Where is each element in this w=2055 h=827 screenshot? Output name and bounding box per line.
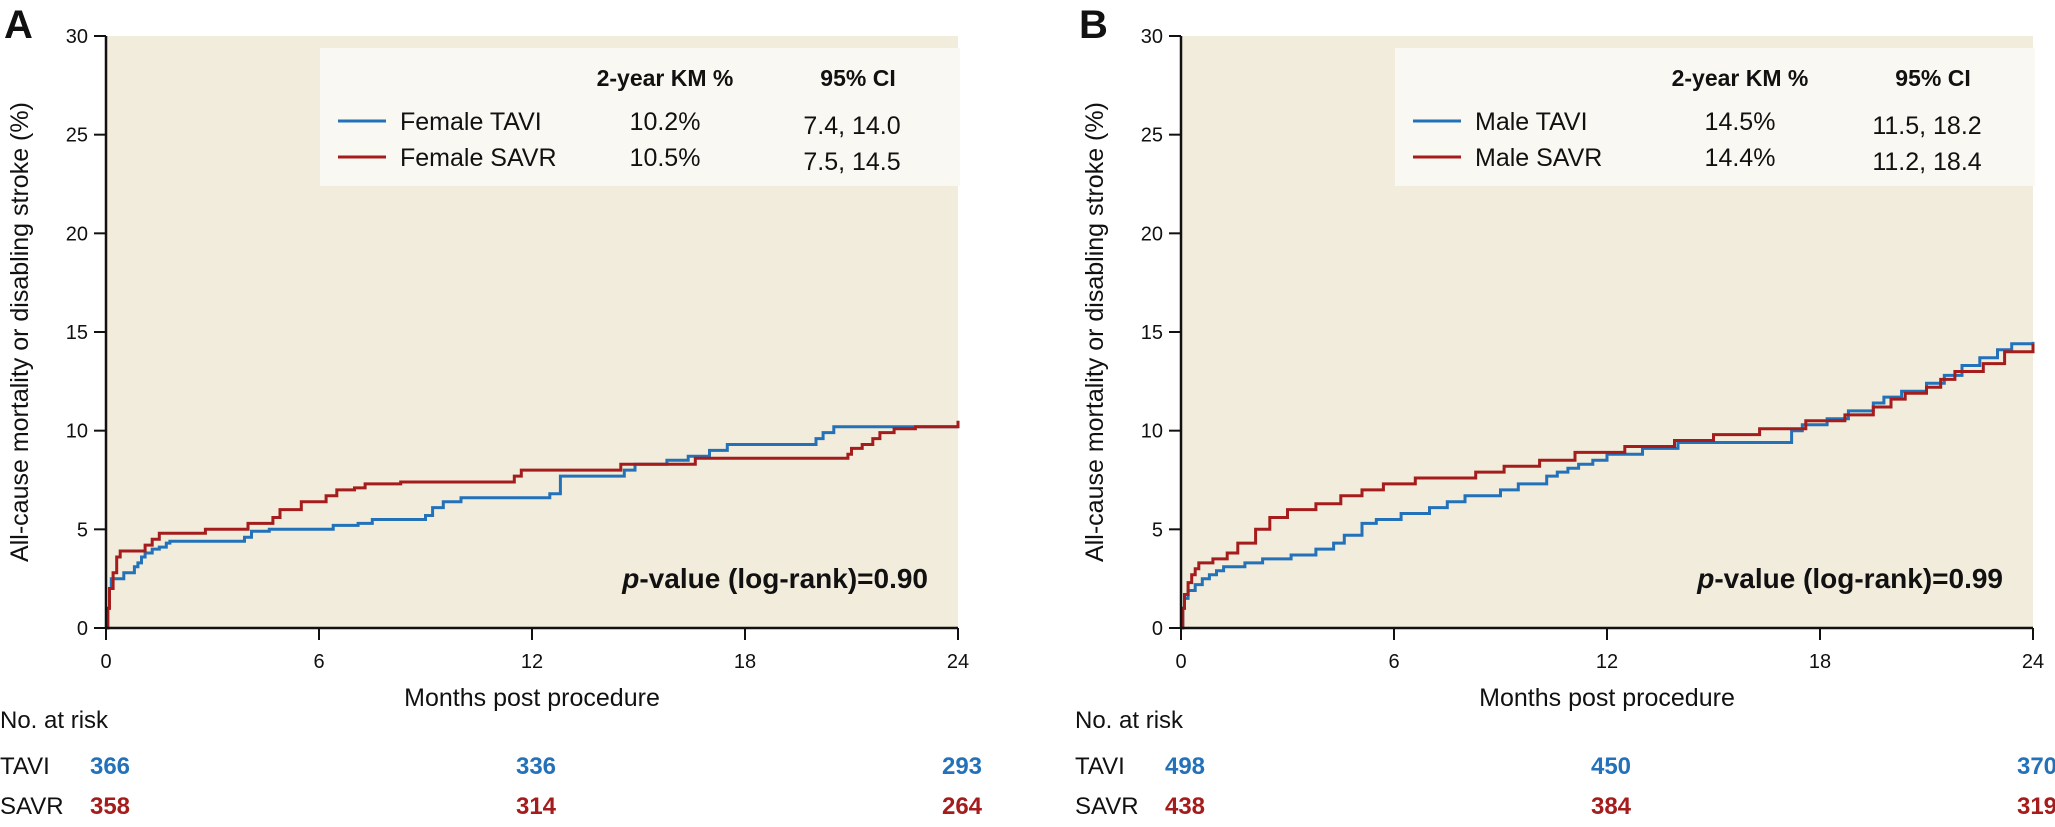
panel-a: A 2-year KM % 95% CI Female TAVI 10.2% 7.4, 1… — [0, 3, 983, 820]
y-tick-label: 25 — [66, 125, 88, 147]
risk-row-label: SAVR — [1075, 793, 1139, 820]
legend-km-value: 14.4% — [1705, 144, 1776, 172]
risk-count-savr: 314 — [516, 793, 557, 820]
legend-background — [1395, 48, 2035, 186]
y-tick-label: 5 — [1152, 519, 1163, 541]
panel-letter: A — [4, 3, 33, 47]
risk-count-tavi: 450 — [1591, 753, 1631, 780]
x-tick-label: 18 — [1809, 651, 1831, 673]
risk-count-tavi: 370 — [2017, 753, 2055, 780]
risk-row-label: TAVI — [0, 753, 50, 780]
legend-ci-value: 11.5, 18.2 — [1872, 112, 1981, 140]
x-axis-title: Months post procedure — [404, 684, 660, 712]
risk-count-savr: 384 — [1591, 793, 1632, 820]
legend-header-ci: 95% CI — [820, 65, 895, 91]
x-tick-label: 12 — [521, 651, 543, 673]
panel-letter: B — [1079, 3, 1108, 47]
series-line-male-tavi — [1181, 341, 2035, 630]
y-tick-label: 10 — [1141, 421, 1163, 443]
p-value-italic: p — [1696, 563, 1714, 594]
panel-b: B 2-year KM % 95% CI Male TAVI 14.5% 11.5, 18… — [1075, 0, 2055, 827]
risk-row-label: TAVI — [1075, 753, 1125, 780]
legend-label: Male SAVR — [1475, 144, 1602, 172]
y-axis-title: All-cause mortality or disabling stroke … — [6, 102, 34, 562]
legend-km-value: 10.2% — [630, 108, 701, 136]
legend-km-value: 10.5% — [630, 144, 701, 172]
legend-label: Male TAVI — [1475, 108, 1588, 136]
legend-label: Female TAVI — [400, 108, 542, 136]
risk-count-tavi: 336 — [516, 753, 556, 780]
x-tick-label: 0 — [1175, 651, 1186, 673]
legend-ci-value: 11.2, 18.4 — [1872, 148, 1981, 176]
legend: 2-year KM % 95% CI Female TAVI 10.2% 7.4, 14… — [320, 48, 960, 186]
legend-ci-value: 7.4, 14.0 — [803, 112, 900, 140]
y-tick-label: 30 — [66, 26, 88, 48]
legend-label: Female SAVR — [400, 144, 557, 172]
risk-count-savr: 264 — [942, 793, 983, 820]
risk-count-savr: 358 — [90, 793, 130, 820]
risk-count-savr: 438 — [1165, 793, 1205, 820]
y-tick-label: 15 — [66, 322, 88, 344]
x-tick-label: 0 — [100, 651, 111, 673]
risk-row-label: SAVR — [0, 793, 64, 820]
series-line-male-savr — [1181, 343, 2035, 630]
y-axis-title: All-cause mortality or disabling stroke … — [1081, 102, 1109, 562]
p-value-text: -value (log-rank)=0.99 — [1714, 563, 2003, 594]
number-at-risk-title: No. at risk — [0, 707, 109, 734]
series-line-female-savr — [106, 420, 960, 630]
legend: 2-year KM % 95% CI Male TAVI 14.5% 11.5, 18.… — [1395, 48, 2035, 186]
y-tick-label: 20 — [1141, 223, 1163, 245]
p-value-annotation: p-value (log-rank)=0.99 — [1696, 563, 2003, 594]
risk-count-savr: 319 — [2017, 793, 2055, 820]
km-chart-b: B 2-year KM % 95% CI Male TAVI 14.5% 11.5, 18… — [1075, 3, 2055, 820]
km-chart-a: A 2-year KM % 95% CI Female TAVI 10.2% 7.4, 1… — [0, 3, 983, 820]
legend-ci-value: 7.5, 14.5 — [803, 148, 900, 176]
legend-background — [320, 48, 960, 186]
p-value-italic: p — [621, 563, 639, 594]
number-at-risk-title: No. at risk — [1075, 707, 1184, 734]
legend-header-km: 2-year KM % — [597, 65, 734, 91]
y-tick-label: 15 — [1141, 322, 1163, 344]
x-tick-label: 18 — [734, 651, 756, 673]
y-tick-label: 10 — [66, 421, 88, 443]
risk-count-tavi: 498 — [1165, 753, 1205, 780]
legend-header-ci: 95% CI — [1895, 65, 1970, 91]
y-tick-label: 30 — [1141, 26, 1163, 48]
y-tick-label: 0 — [1152, 618, 1163, 640]
legend-header-km: 2-year KM % — [1672, 65, 1809, 91]
risk-count-tavi: 293 — [942, 753, 982, 780]
y-tick-label: 20 — [66, 223, 88, 245]
legend-km-value: 14.5% — [1705, 108, 1776, 136]
y-tick-label: 0 — [77, 618, 88, 640]
series-line-female-tavi — [106, 425, 958, 630]
x-tick-label: 6 — [313, 651, 324, 673]
risk-count-tavi: 366 — [90, 753, 130, 780]
axes: 0 5 10 15 20 25 30 0 6 12 18 24 — [66, 26, 969, 673]
p-value-text: -value (log-rank)=0.90 — [639, 563, 928, 594]
y-tick-label: 25 — [1141, 125, 1163, 147]
p-value-annotation: p-value (log-rank)=0.90 — [621, 563, 928, 594]
axes: 0 5 10 15 20 25 30 0 6 12 18 24 — [1141, 26, 2044, 673]
y-tick-label: 5 — [77, 519, 88, 541]
x-tick-label: 24 — [947, 651, 969, 673]
x-tick-label: 6 — [1388, 651, 1399, 673]
x-tick-label: 24 — [2022, 651, 2044, 673]
x-tick-label: 12 — [1596, 651, 1618, 673]
x-axis-title: Months post procedure — [1479, 684, 1735, 712]
